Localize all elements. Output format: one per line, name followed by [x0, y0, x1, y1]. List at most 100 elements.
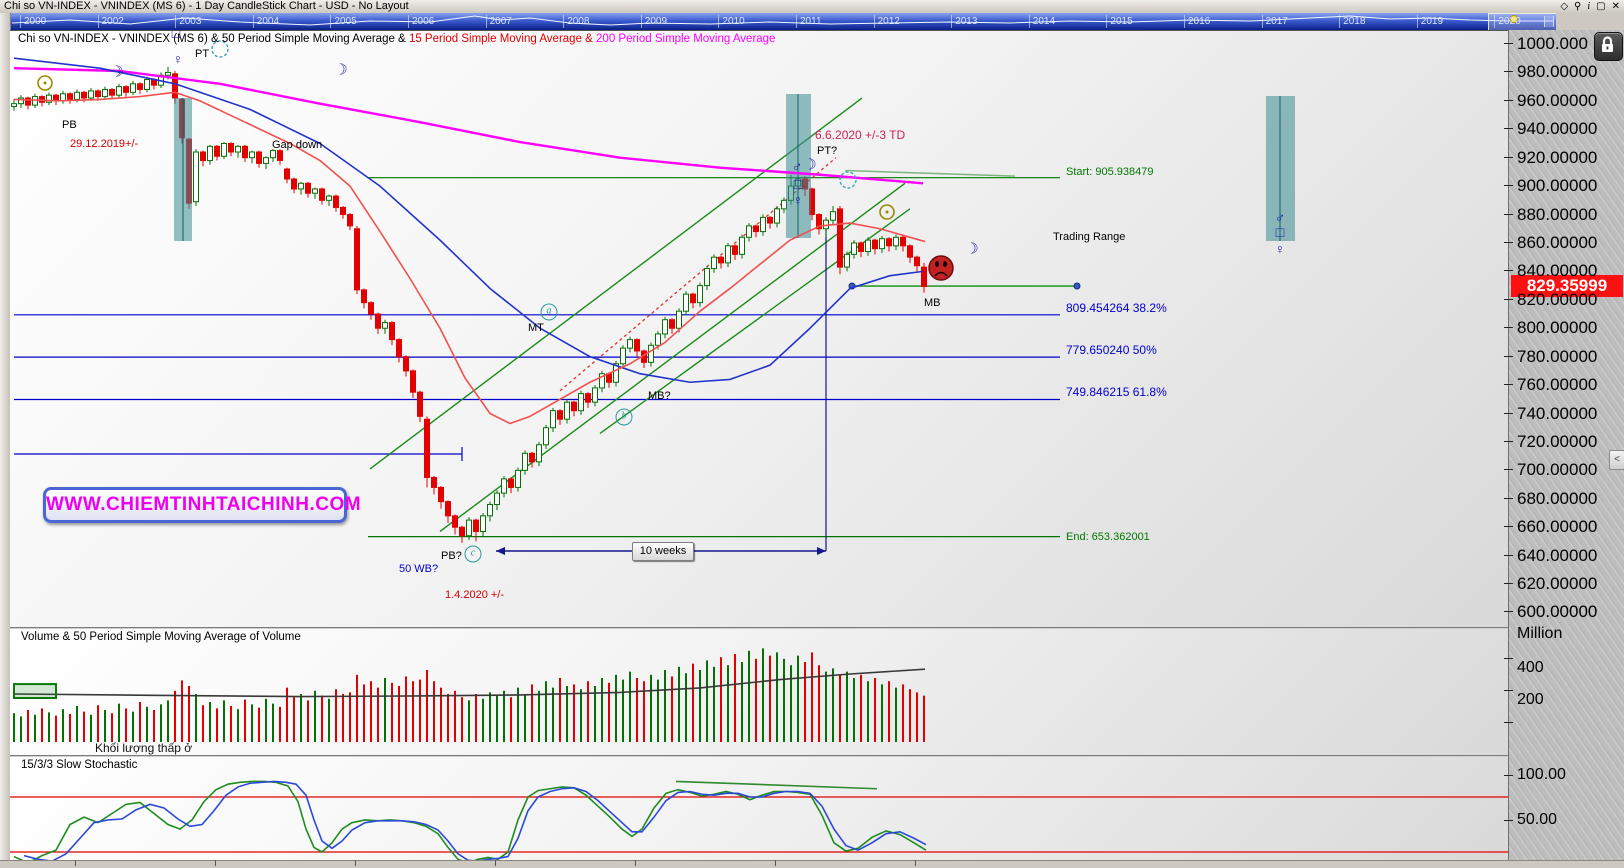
volume-bar[interactable] — [538, 690, 540, 742]
stochastic-panel[interactable] — [10, 755, 1509, 862]
volume-bar[interactable] — [832, 668, 834, 742]
candle-body[interactable] — [669, 319, 675, 329]
volume-bar[interactable] — [650, 674, 652, 742]
candle-body[interactable] — [858, 242, 864, 252]
volume-bar[interactable] — [811, 652, 813, 742]
navigator-year-2008[interactable]: 2008 — [563, 15, 589, 28]
volume-bar[interactable] — [160, 704, 162, 742]
volume-bar[interactable] — [874, 678, 876, 742]
candle-body[interactable] — [354, 228, 360, 291]
candle-body[interactable] — [249, 151, 255, 159]
dashed-circle-icon[interactable] — [211, 40, 229, 58]
navigator-year-2016[interactable]: 2016 — [1184, 15, 1210, 28]
volume-bar[interactable] — [839, 674, 841, 742]
volume-bar[interactable] — [587, 681, 589, 742]
candle-body[interactable] — [340, 206, 346, 216]
volume-bar[interactable] — [69, 714, 71, 742]
main-chart-panel[interactable] — [10, 30, 1509, 628]
volume-bar[interactable] — [727, 665, 729, 742]
candle-body[interactable] — [200, 151, 206, 162]
sma200-line[interactable] — [13, 66, 924, 185]
navigator-year-2003[interactable]: 2003 — [175, 15, 201, 28]
volume-bar[interactable] — [41, 708, 43, 742]
candle-body[interactable] — [529, 452, 535, 463]
candle-body[interactable] — [613, 363, 619, 383]
candle-body[interactable] — [662, 319, 668, 335]
volume-bar[interactable] — [265, 698, 267, 742]
candle-body[interactable] — [424, 418, 430, 478]
sad-smiley-icon[interactable] — [928, 255, 954, 281]
candle-body[interactable] — [592, 387, 598, 403]
volume-bar[interactable] — [328, 698, 330, 742]
volume-bar[interactable] — [139, 702, 141, 742]
volume-bar[interactable] — [888, 681, 890, 742]
candle-body[interactable] — [886, 238, 892, 247]
volume-bar[interactable] — [755, 658, 757, 742]
moon-symbol-icon[interactable]: ☽ — [965, 240, 979, 258]
candle-body[interactable] — [739, 236, 745, 255]
diamond-icon[interactable]: ◇ — [1560, 1, 1569, 12]
candle-body[interactable] — [81, 91, 87, 99]
volume-bar[interactable] — [902, 684, 904, 742]
close-icon[interactable]: ✕ — [1611, 1, 1620, 12]
moon-symbol-icon[interactable]: ☽ — [110, 63, 124, 81]
candle-body[interactable] — [851, 242, 857, 255]
candle-body[interactable] — [116, 86, 122, 96]
volume-bar[interactable] — [272, 703, 274, 742]
volume-bar[interactable] — [223, 700, 225, 742]
volume-bar[interactable] — [34, 714, 36, 742]
candle-body[interactable] — [452, 515, 458, 528]
volume-bar[interactable] — [335, 689, 337, 742]
volume-bar[interactable] — [818, 665, 820, 742]
candle-body[interactable] — [102, 88, 108, 98]
candle-body[interactable] — [585, 393, 591, 403]
candle-body[interactable] — [620, 347, 626, 365]
circled-letter-b[interactable]: b — [615, 408, 633, 426]
volume-bar[interactable] — [391, 682, 393, 742]
volume-bar[interactable] — [384, 678, 386, 742]
volume-bar[interactable] — [608, 682, 610, 742]
volume-bar[interactable] — [713, 666, 715, 742]
volume-bar[interactable] — [132, 711, 134, 742]
volume-bar[interactable] — [27, 710, 29, 742]
volume-bar[interactable] — [307, 700, 309, 742]
venus-symbol-icon[interactable]: ♀ — [792, 192, 804, 208]
volume-bar[interactable] — [482, 698, 484, 742]
candle-body[interactable] — [431, 476, 437, 488]
volume-bar[interactable] — [916, 692, 918, 742]
channel-line-0[interactable] — [369, 97, 863, 470]
volume-bar[interactable] — [657, 679, 659, 742]
volume-bar[interactable] — [853, 678, 855, 742]
volume-bar[interactable] — [167, 700, 169, 742]
volume-highlight-box[interactable] — [13, 683, 57, 700]
volume-bar[interactable] — [300, 694, 302, 742]
volume-bar[interactable] — [678, 666, 680, 742]
candle-body[interactable] — [333, 195, 339, 208]
volume-bar[interactable] — [118, 703, 120, 742]
candle-body[interactable] — [697, 285, 703, 304]
sma50-line[interactable] — [13, 57, 924, 384]
sma15-line[interactable] — [13, 91, 926, 425]
navigator-view-window[interactable] — [1488, 13, 1556, 30]
volume-bar[interactable] — [342, 694, 344, 742]
candle-body[interactable] — [550, 410, 556, 429]
candle-body[interactable] — [627, 339, 633, 349]
volume-bar[interactable] — [279, 706, 281, 742]
candle-body[interactable] — [263, 157, 269, 164]
volume-bar[interactable] — [398, 686, 400, 742]
candle-body[interactable] — [396, 339, 402, 358]
volume-bar[interactable] — [867, 681, 869, 742]
volume-bar[interactable] — [454, 690, 456, 742]
candle-body[interactable] — [438, 486, 444, 503]
stoch-trendline[interactable] — [675, 780, 878, 790]
candle-body[interactable] — [634, 339, 640, 352]
volume-bar[interactable] — [909, 689, 911, 742]
volume-bar[interactable] — [475, 694, 477, 742]
candle-body[interactable] — [480, 515, 486, 532]
candle-body[interactable] — [11, 103, 17, 108]
circled-letter-a[interactable]: a — [540, 303, 558, 321]
candle-body[interactable] — [130, 83, 136, 93]
volume-bar[interactable] — [20, 716, 22, 742]
lock-icon[interactable] — [1594, 32, 1623, 61]
candle-body[interactable] — [725, 245, 731, 264]
